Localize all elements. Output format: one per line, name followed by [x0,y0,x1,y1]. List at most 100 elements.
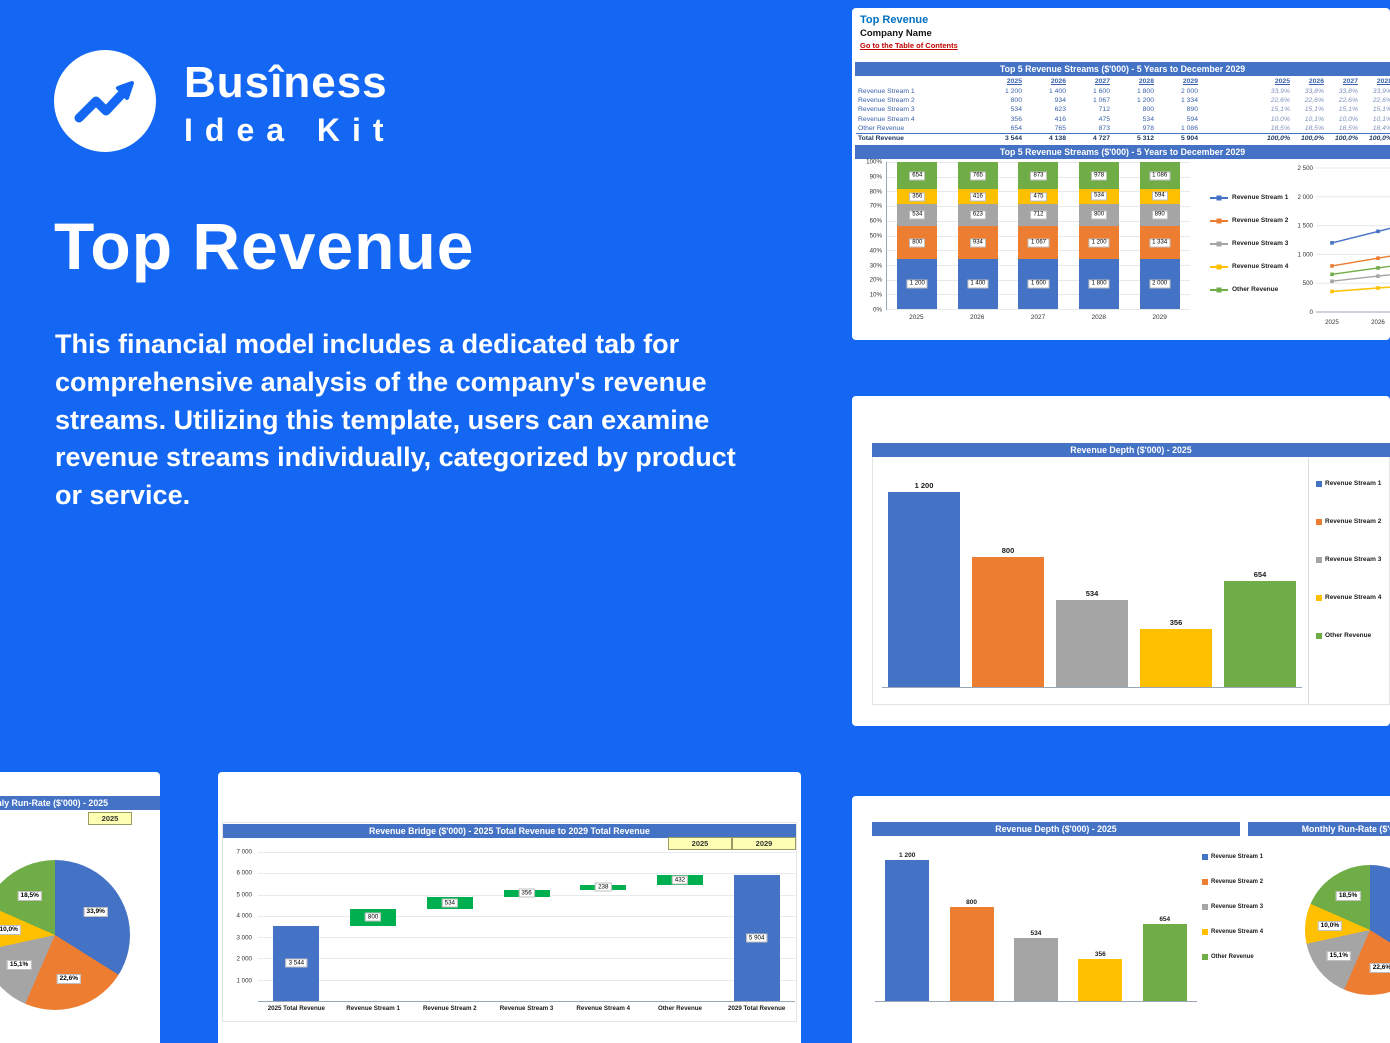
segment-data-label: 934 [969,238,986,248]
cell-value: 3 544 [1004,135,1022,143]
cell-pct: 33,9% [1270,87,1290,95]
pie-slice-label: 18,5% [17,890,42,901]
stacked-bar-segment: 2 000 [1139,259,1180,309]
gridline [258,958,795,960]
depth-bar-group: 800 [949,848,994,1001]
legend-marker [1210,264,1228,269]
legend-item: Revenue Stream 1 [1210,194,1288,201]
y-tick-label: 10% [869,291,882,299]
bridge-year-to-selector[interactable]: 2029 [732,837,796,850]
stacked-chart-title-bar: Top 5 Revenue Streams ($'000) - 5 Years … [855,145,1390,159]
bar-data-label: 1 200 [899,851,916,859]
stacked-bar-chart: 100% 90% 80% 70% 60% 50% 40% 30% 20% 10% 0% 654 356… [858,159,1198,330]
brand-name: Busîness Idea Kit [184,58,396,149]
waterfall-slot: 800 [335,852,412,1001]
bar-data-label: 654 [1253,569,1267,579]
legend-label: Revenue Stream 1 [1232,194,1289,201]
cell-value: 1 800 [1136,87,1154,95]
runrate-title-bar: Monthly Run-Rate ($'000) - 2025 [0,796,160,810]
bar-data-label: 534 [1030,930,1042,938]
waterfall-slot: 356 [488,852,565,1001]
depth-bar [888,492,960,687]
legend-item: Revenue Stream 1 [1316,480,1381,487]
legend-label: Revenue Stream 4 [1211,929,1264,935]
chart-frame [222,822,797,1022]
svg-text:2025: 2025 [1325,319,1339,326]
legend-label: Revenue Stream 2 [1325,518,1382,525]
legend-label: Revenue Stream 3 [1232,240,1289,247]
cell-pct: 22,6% [1372,96,1390,104]
y-tick-label: 70% [869,202,882,210]
bridge-year-from-selector[interactable]: 2025 [668,837,732,850]
brand-logo [54,50,156,152]
cell-value: 2 000 [1180,87,1198,95]
x-tick-label: 2029 Total Revenue [728,1005,786,1012]
stacked-bar-segment: 416 [957,189,998,204]
bar-data-label: 800 [364,912,382,922]
brand-name-line2: Idea Kit [184,112,396,148]
table-row: Other Revenue 654 765 873 978 1 086 18,5% 18,5%… [856,124,1390,133]
pct-column-header: 2028 [1376,78,1390,86]
svg-text:2 500: 2 500 [1298,165,1314,172]
cell-value: 765 [1054,125,1066,133]
segment-data-label: 1 086 [1149,171,1171,181]
legend-item: Revenue Stream 2 [1202,879,1263,885]
stacked-bar-segment: 765 [957,162,998,190]
cell-value: 594 [1186,115,1198,123]
cell-value: 800 [1142,106,1154,114]
depth-bar-group: 356 [1140,476,1212,687]
waterfall-slot: 3 544 [258,852,335,1001]
y-tick-label: 3 000 [236,934,252,942]
stacked-bar-segment: 712 [1018,203,1059,227]
gridline [887,309,1190,310]
depth-bar [972,557,1044,687]
legend-swatch [1316,518,1322,525]
cell-value: 1 200 [1136,96,1154,104]
stacked-bar-segment: 978 [1079,162,1120,190]
depth-bar [1224,580,1296,687]
panel-runrate-pie: Monthly Run-Rate ($'000) - 2025 2025 33,… [0,772,160,1043]
cell-value: 416 [1054,115,1066,123]
cell-pct: 10,1% [1304,115,1324,123]
cell-pct: 100,0% [1368,135,1390,143]
segment-data-label: 623 [969,210,986,220]
y-tick-label: 4 000 [236,912,252,920]
legend-marker [1210,195,1228,200]
stacked-bar-segment: 1 334 [1139,225,1180,260]
legend-item: Revenue Stream 2 [1316,518,1381,525]
y-tick-label: 2 000 [236,955,252,963]
legend-label: Revenue Stream 3 [1211,904,1264,910]
x-tick-label: Revenue Stream 1 [346,1005,400,1012]
pie [0,860,130,1010]
legend-item: Revenue Stream 4 [1210,263,1288,270]
pie-slice-label: 15,1% [6,959,32,970]
segment-data-label: 1 067 [1027,238,1049,248]
year-selector[interactable]: 2025 [88,812,132,825]
legend-swatch [1316,556,1322,563]
legend-label: Revenue Stream 4 [1232,263,1289,270]
toc-link[interactable]: Go to the Table of Contents [860,41,958,50]
legend-item: Revenue Stream 4 [1316,594,1381,601]
x-tick-label: Revenue Stream 4 [576,1005,631,1012]
company-name: Company Name [860,28,932,39]
depth-bar-group: 534 [1056,476,1128,687]
panel-depth-and-runrate: Revenue Depth ($'000) - 2025 Monthly Run… [852,796,1390,1043]
depth-legend: Revenue Stream 1 Revenue Stream 2 Revenue … [1316,480,1381,670]
table-row: Total Revenue 3 544 4 138 4 727 5 312 5 904 10… [856,133,1390,142]
pct-column-header: 2026 [1308,78,1324,86]
segment-data-label: 356 [909,192,926,201]
cell-value: 654 [1010,125,1022,133]
y-tick-label: 20% [869,276,882,284]
segment-data-label: 1 600 [1027,279,1049,289]
legend-swatch [1202,954,1208,960]
cell-pct: 10,1% [1372,115,1390,123]
cell-pct: 22,6% [1270,96,1290,104]
legend-marker [1210,241,1228,246]
bar-data-label: 800 [1001,546,1015,556]
stacked-bar-segment: 1 400 [957,259,998,309]
cell-value: 890 [1186,106,1198,114]
stacked-bar: 765 416 623 934 1 400 [957,162,998,309]
cell-value: 1 400 [1048,87,1066,95]
legend-marker [1210,287,1228,292]
